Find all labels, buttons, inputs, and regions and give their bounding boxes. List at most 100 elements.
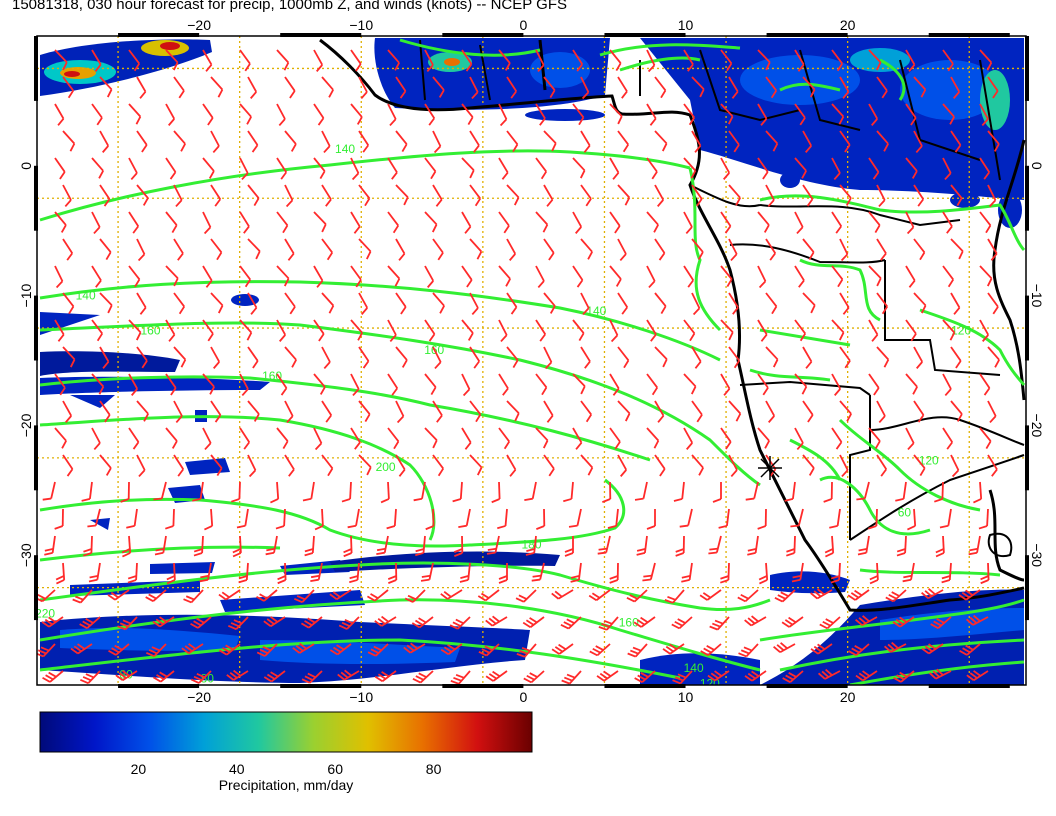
wind-barb [524,481,537,501]
wind-barb [895,481,907,502]
wind-barb [202,427,212,451]
frame-bar-bottom [604,684,686,688]
wind-barb [839,400,852,422]
contour-label: 60 [898,505,912,519]
wind-barb [551,643,574,655]
wind-barb [310,562,323,582]
wind-barb [469,238,483,260]
wind-barb [99,184,111,207]
wind-barb [876,346,890,368]
wind-barb [313,265,324,288]
wind-barb [617,184,631,206]
wind-barb [173,346,187,368]
wind-barb [913,184,925,207]
wind-barb [543,130,557,152]
wind-barb [535,373,548,396]
wind-barb [744,615,767,627]
wind-barb [247,346,259,369]
wind-barb [700,643,722,656]
wind-barb [210,238,223,261]
contour-label: 120 [700,677,720,691]
wind-barb [239,373,249,397]
wind-barb [580,76,590,100]
wind-barb [525,535,537,556]
wind-barb [395,238,406,261]
contour-label: 160 [262,369,282,383]
wind-barb [930,616,952,629]
contour-label: 140 [76,288,96,302]
wind-barb [432,454,444,477]
wind-barb [563,481,574,503]
wind-barb [461,373,471,397]
wind-barb [905,427,915,451]
wind-barb [531,562,545,582]
wind-barb [449,616,471,630]
wind-barb [459,562,471,583]
wind-barb [350,49,362,72]
wind-barb [839,454,849,478]
wind-barb [62,292,75,315]
wind-barb [720,319,734,341]
wind-barb [231,481,241,503]
wind-barb [543,238,555,261]
wind-barb [802,130,813,153]
wind-barb [876,292,888,315]
wind-barb [329,643,352,656]
wind-barb [432,130,442,154]
wind-barb [350,373,360,397]
wind-barb [210,76,224,98]
wind-barb [823,481,833,503]
wind-barb [580,346,591,369]
wind-barb [128,373,139,396]
wind-barb [498,373,509,396]
wind-barb [913,454,926,477]
wind-barb [247,238,261,260]
wind-barb [276,211,289,234]
wind-barb [386,508,397,530]
wind-barb [757,508,767,530]
frame-bar-top [280,33,362,37]
wind-barb [432,184,443,207]
wind-barb [276,103,286,127]
wind-barb [757,49,771,71]
wind-barb [239,211,250,234]
wind-barb [857,535,870,556]
wind-barb [374,670,397,682]
heights-contour-layer [39,38,1026,685]
wind-barb [855,670,878,682]
wind-barb [350,319,363,341]
wind-barb [810,643,833,655]
wind-barb [905,157,918,179]
wind-barb [395,292,407,315]
wind-barb [498,157,509,180]
wind-barb [107,589,130,601]
wind-barb [239,319,253,341]
wind-barb [839,292,850,315]
contour-label: 120 [254,687,274,701]
wind-barb [802,346,813,369]
wind-barb [987,454,998,477]
wind-barb [855,615,878,627]
wind-barb [62,184,72,208]
wind-barb [802,184,814,207]
wind-barb [165,211,178,234]
wind-barb [802,454,815,476]
wind-barb [535,427,549,449]
wind-barb [54,373,66,396]
wind-barb [979,211,992,234]
wind-barb [794,427,804,451]
wind-barb [765,76,777,99]
contour-label: 140 [684,661,704,675]
contour-label: 160 [619,616,639,630]
wind-barb [202,49,213,72]
wind-barb [942,373,952,397]
wind-barb [425,508,435,531]
wind-barb [942,211,953,234]
wind-barb [523,670,545,684]
wind-barb [79,670,101,685]
wind-barb [662,643,685,655]
wind-barb [54,508,64,530]
wind-barb [817,668,841,680]
wind-barb [498,49,511,71]
contour-label: 220 [35,607,55,621]
